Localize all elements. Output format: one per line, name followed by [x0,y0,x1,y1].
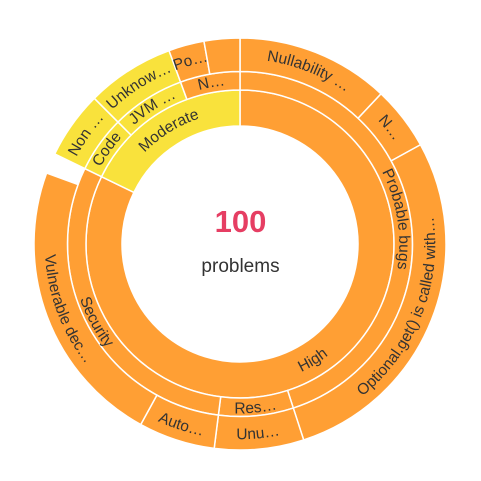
segment-problem-vulnerable-dec-5[interactable] [33,172,158,426]
label-category-res: Res… [234,396,278,417]
segment-problem-unlabeled-9[interactable] [203,37,241,76]
problem-count: 100 [214,204,267,239]
label-category-n: N… [196,72,226,94]
label-problem-unu: Unu… [236,422,281,443]
problem-count-label: problems [201,256,280,277]
